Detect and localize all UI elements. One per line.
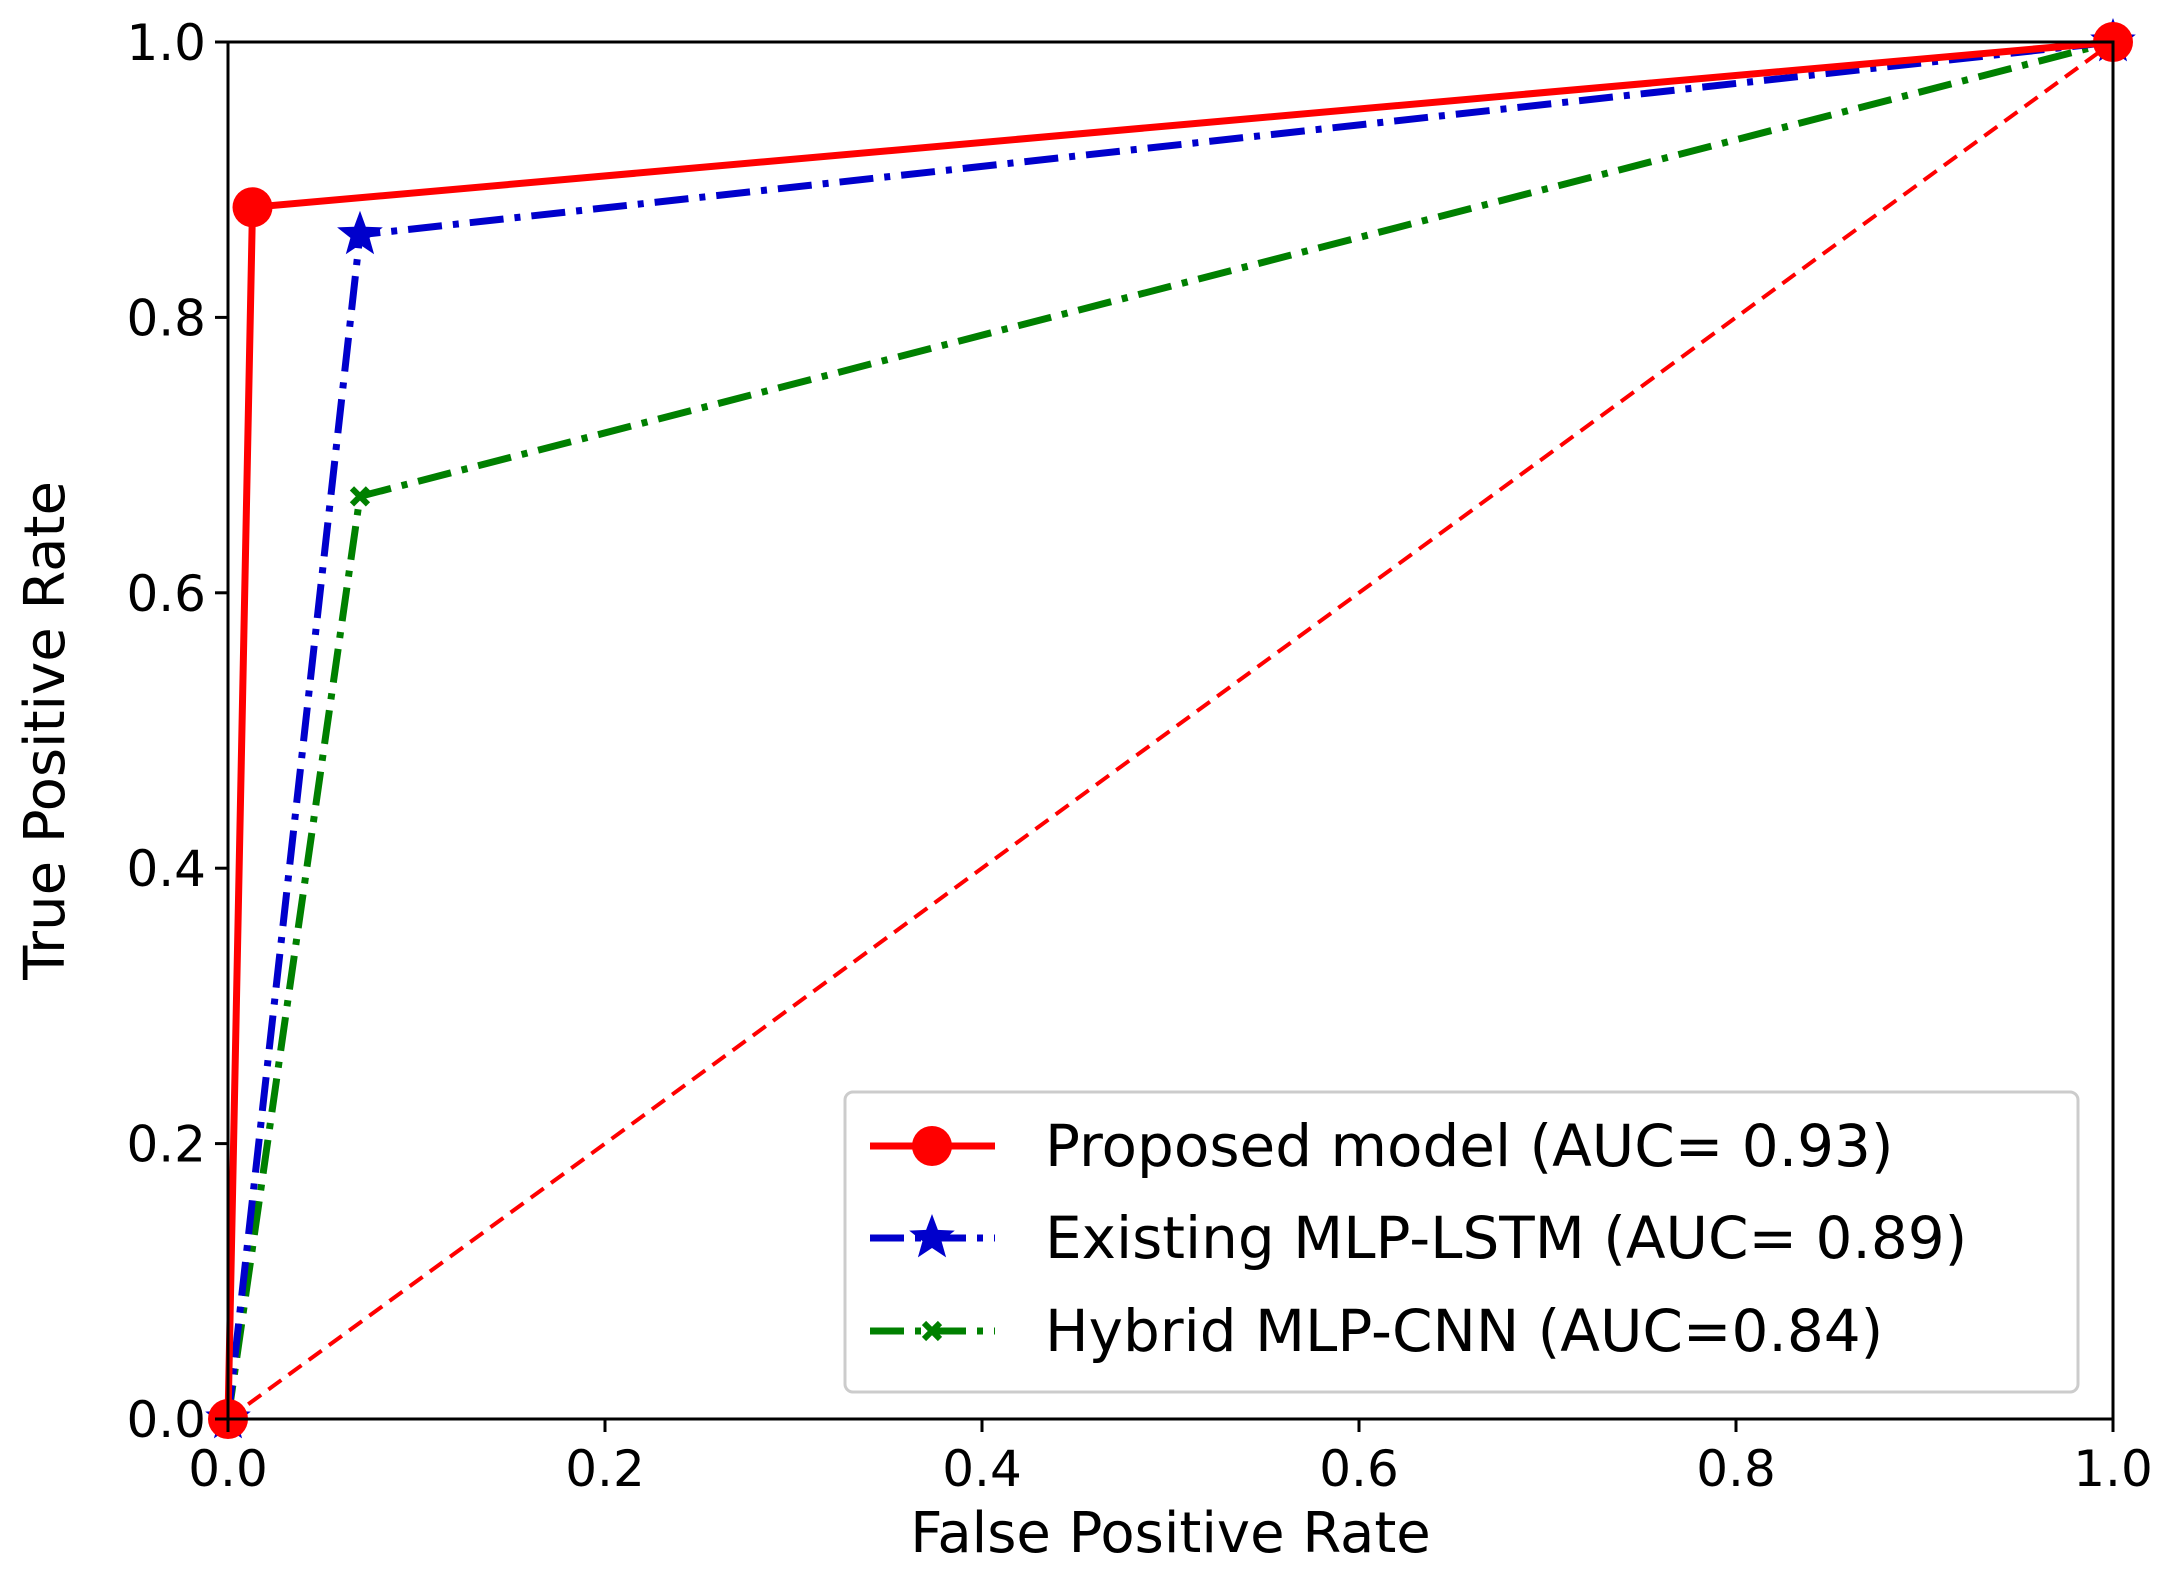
y-axis-label: True Positive Rate xyxy=(13,481,78,981)
y-tick-label: 1.0 xyxy=(126,14,206,72)
x-axis-label: False Positive Rate xyxy=(910,1501,1430,1566)
x-tick-label: 0.2 xyxy=(565,1440,645,1498)
x-tick-label: 0.8 xyxy=(1696,1440,1776,1498)
chance-line xyxy=(226,40,2115,1421)
y-tick-label: 0.6 xyxy=(126,565,206,623)
y-tick-label: 0.2 xyxy=(126,1116,206,1174)
legend-box xyxy=(843,1090,2080,1394)
legend-marker-mlp-lstm xyxy=(909,1214,955,1258)
legend-label-mlp-lstm: Existing MLP-LSTM (AUC= 0.89) xyxy=(1045,1204,1967,1272)
legend: Proposed model (AUC= 0.93) Existing MLP-… xyxy=(843,1090,2080,1394)
data-point-mlp-lstm xyxy=(337,210,383,255)
axes-ticks: 0.0 0.2 0.4 0.6 0.8 1.0 0.0 0.2 0.4 0.6 0.8 1.0 xyxy=(126,14,2152,1498)
legend-marker-proposed xyxy=(912,1126,952,1166)
legend-label-proposed: Proposed model (AUC= 0.93) xyxy=(1045,1112,1894,1180)
legend-entry-proposed: Proposed model (AUC= 0.93) xyxy=(870,1112,1894,1180)
data-point-proposed xyxy=(232,187,273,228)
x-tick-label: 0.4 xyxy=(942,1440,1022,1498)
x-tick-label: 0.6 xyxy=(1319,1440,1399,1498)
data-point-mlp-cnn xyxy=(349,486,371,507)
plot-frame xyxy=(226,40,2115,1421)
legend-entry-mlp-cnn: Hybrid MLP-CNN (AUC=0.84) xyxy=(870,1297,1883,1365)
x-tick-label: 1.0 xyxy=(2073,1440,2153,1498)
y-tick-label: 0.8 xyxy=(126,289,206,347)
legend-marker-mlp-cnn xyxy=(921,1320,943,1342)
y-tick-label: 0.0 xyxy=(126,1391,206,1449)
legend-label-mlp-cnn: Hybrid MLP-CNN (AUC=0.84) xyxy=(1045,1297,1883,1365)
legend-entry-mlp-lstm: Existing MLP-LSTM (AUC= 0.89) xyxy=(870,1204,1967,1272)
y-tick-label: 0.4 xyxy=(126,840,206,898)
x-tick-label: 0.0 xyxy=(188,1440,268,1498)
